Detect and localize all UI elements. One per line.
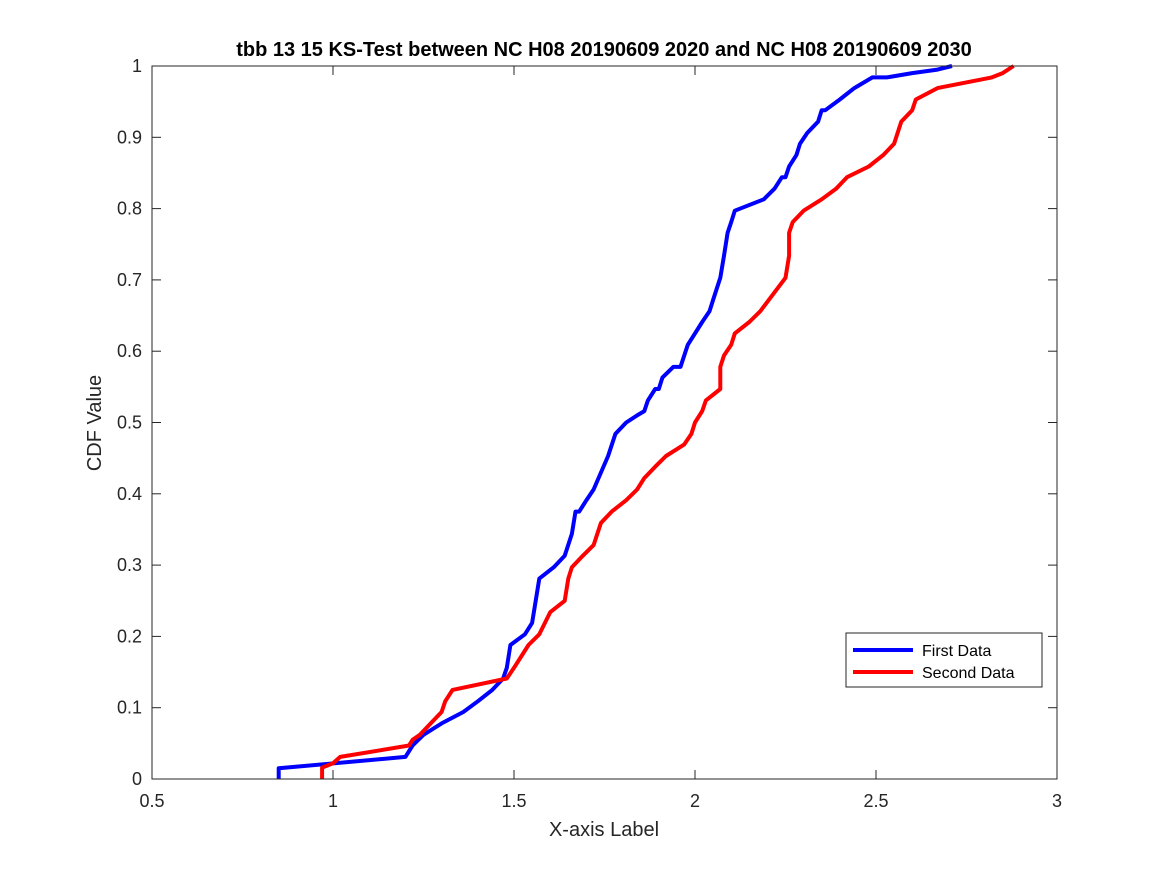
y-tick-label: 0.8: [117, 199, 142, 219]
x-tick-label: 2: [690, 791, 700, 811]
x-tick-label: 3: [1052, 791, 1062, 811]
ticks-layer: 0.5 1 1.5 2 2.5 3 0 0.1 0.2 0.3 0.4 0.5 0.6 0.7 0.8 0.9…: [117, 56, 1062, 811]
y-tick-label: 0: [132, 769, 142, 789]
y-tick-label: 0.7: [117, 270, 142, 290]
x-tick-label: 0.5: [139, 791, 164, 811]
series-line-second-data: [320, 64, 1015, 779]
y-tick-label: 0.1: [117, 698, 142, 718]
legend: First Data Second Data: [845, 632, 1043, 688]
series-layer: [276, 64, 1015, 779]
y-tick-label: 1: [132, 56, 142, 76]
x-tick-label: 1.5: [501, 791, 526, 811]
x-axis-label: X-axis Label: [549, 819, 659, 841]
legend-label-second-data: Second Data: [922, 665, 1015, 682]
y-tick-label: 0.4: [117, 484, 142, 504]
y-tick-label: 0.9: [117, 127, 142, 147]
chart-title: tbb 13 15 KS-Test between NC H08 2019060…: [236, 39, 972, 61]
x-tick-label: 2.5: [863, 791, 888, 811]
legend-box: [845, 632, 1043, 688]
x-tick-label: 1: [328, 791, 338, 811]
y-tick-label: 0.3: [117, 555, 142, 575]
y-axis-label: CDF Value: [84, 375, 106, 471]
legend-label-first-data: First Data: [922, 643, 991, 660]
series-line-first-data: [276, 64, 953, 779]
y-tick-label: 0.5: [117, 413, 142, 433]
y-tick-label: 0.2: [117, 626, 142, 646]
y-tick-label: 0.6: [117, 341, 142, 361]
